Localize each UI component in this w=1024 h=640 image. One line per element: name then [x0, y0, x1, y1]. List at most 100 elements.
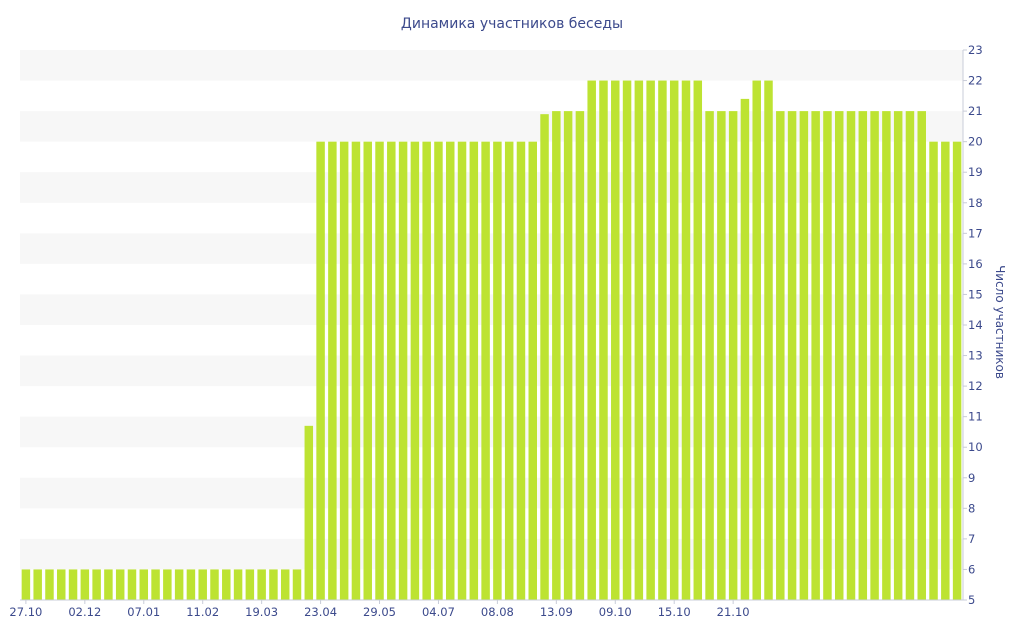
x-tick-label: 27.10	[9, 605, 42, 619]
bar	[422, 141, 431, 601]
bar	[799, 111, 809, 601]
bar	[846, 111, 856, 601]
bar	[823, 111, 832, 601]
grid-band	[20, 477, 963, 509]
bar	[104, 569, 113, 600]
bar	[552, 111, 561, 601]
bar	[705, 111, 714, 601]
bar	[233, 569, 243, 600]
bar	[905, 111, 915, 601]
bar	[210, 569, 219, 600]
grid-band	[20, 50, 963, 81]
bar	[540, 114, 549, 601]
y-tick-label: 7	[968, 532, 975, 546]
bar	[858, 111, 868, 601]
bar	[834, 111, 844, 601]
x-tick-label: 13.09	[540, 605, 573, 619]
bar	[469, 141, 479, 601]
bar	[446, 141, 455, 601]
bar	[693, 80, 703, 600]
bar	[80, 569, 90, 600]
x-tick-label: 04.07	[422, 605, 455, 619]
y-tick-label: 9	[968, 471, 975, 485]
bar	[611, 80, 620, 600]
bar	[728, 111, 738, 601]
bar	[257, 569, 266, 600]
y-tick-label: 17	[968, 226, 983, 240]
y-tick-label: 18	[968, 196, 983, 210]
bar	[717, 111, 726, 601]
bar	[174, 569, 184, 600]
bar	[339, 141, 349, 601]
grid-band	[20, 111, 963, 142]
y-tick-label: 10	[968, 440, 983, 454]
bar	[328, 141, 337, 601]
bar	[516, 141, 526, 601]
bar	[917, 111, 926, 601]
bar	[151, 569, 160, 600]
y-tick-label: 19	[968, 165, 983, 179]
y-tick-label: 14	[968, 318, 983, 332]
bar	[681, 80, 691, 600]
bar	[870, 111, 879, 601]
bar	[787, 111, 797, 601]
bar	[387, 141, 396, 601]
bar	[929, 141, 938, 601]
grid-band	[20, 538, 963, 570]
bar	[186, 569, 196, 600]
bar	[658, 80, 667, 600]
y-tick-label: 16	[968, 257, 983, 271]
bar	[398, 141, 408, 601]
bar	[410, 141, 420, 601]
bar	[882, 111, 891, 601]
y-tick-label: 15	[968, 287, 983, 301]
y-tick-label: 5	[968, 593, 975, 607]
x-tick-label: 08.08	[481, 605, 514, 619]
bar	[269, 569, 278, 600]
bar	[115, 569, 125, 600]
y-tick-label: 21	[968, 104, 983, 118]
y-axis: 5 6 7 8 9 10 11 12 13 14 15 16 17 18 19 20 21 22 23	[962, 43, 983, 607]
y-tick-label: 11	[968, 410, 983, 424]
x-tick-label: 09.10	[599, 605, 632, 619]
bar	[669, 80, 679, 600]
bar	[575, 111, 585, 601]
bar	[280, 569, 290, 600]
bar	[634, 80, 644, 600]
grid-band	[20, 294, 963, 325]
grid-bands	[20, 50, 963, 570]
bar	[127, 569, 137, 600]
y-tick-label: 12	[968, 379, 983, 393]
bar	[752, 80, 761, 600]
bar	[504, 141, 514, 601]
grid-band	[20, 172, 963, 203]
bar	[493, 141, 502, 601]
x-tick-label: 23.04	[304, 605, 337, 619]
bar	[351, 141, 361, 601]
x-tick-label: 15.10	[658, 605, 691, 619]
bar	[599, 80, 608, 600]
bar	[57, 569, 66, 600]
bar	[563, 111, 573, 601]
x-tick-label: 19.03	[245, 605, 278, 619]
bar	[893, 111, 903, 601]
grid-band	[20, 416, 963, 448]
y-tick-label: 20	[968, 135, 983, 149]
bar	[952, 141, 962, 601]
bar	[139, 569, 149, 600]
x-tick-label: 11.02	[186, 605, 219, 619]
bar	[45, 569, 54, 600]
x-axis: 27.10 02.12 07.01 11.02 19.03 23.04 29.05 04.07…	[9, 599, 963, 619]
bar	[33, 569, 42, 600]
chart-title: Динамика участников беседы	[401, 16, 623, 32]
x-tick-label: 29.05	[363, 605, 396, 619]
bar	[292, 569, 302, 600]
bar	[21, 569, 31, 600]
x-tick-label: 02.12	[68, 605, 101, 619]
bar	[92, 569, 101, 600]
x-tick-label: 21.10	[717, 605, 750, 619]
bar	[222, 569, 231, 600]
y-tick-label: 23	[968, 43, 983, 57]
y-tick-label: 13	[968, 349, 983, 363]
